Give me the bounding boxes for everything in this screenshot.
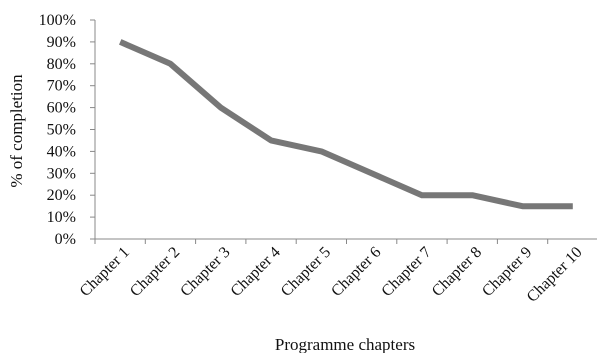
- x-tick-label: Chapter 3: [177, 244, 233, 300]
- y-tick-label: 70%: [47, 78, 76, 95]
- y-tick-label: 90%: [47, 34, 76, 51]
- y-tick-label: 30%: [47, 165, 76, 182]
- y-tick-label: 10%: [47, 209, 76, 226]
- y-axis: 0% 10% 20% 30% 40% 50% 60% 70% 80% 90% 100%: [39, 12, 95, 248]
- x-axis-title: Programme chapters: [275, 335, 415, 353]
- y-tick-label: 60%: [47, 100, 76, 117]
- series-line: [120, 42, 573, 206]
- x-tick-label: Chapter 1: [77, 244, 133, 300]
- x-tick-label: Chapter 7: [378, 244, 434, 300]
- y-tick-label: 40%: [47, 143, 76, 160]
- y-tick-label: 50%: [47, 122, 76, 139]
- y-tick-label: 100%: [39, 12, 76, 29]
- y-tick-label: 20%: [47, 187, 76, 204]
- x-tick-label: Chapter 6: [328, 244, 384, 300]
- y-tick-label: 0%: [55, 231, 76, 248]
- x-tick-label: Chapter 4: [228, 244, 284, 300]
- y-axis-title: % of completion: [7, 74, 26, 188]
- x-tick-label: Chapter 8: [429, 244, 485, 300]
- series-group: [120, 42, 573, 206]
- x-tick-label: Chapter 10: [524, 244, 586, 306]
- x-tick-label: Chapter 5: [278, 244, 334, 300]
- y-tick-label: 80%: [47, 56, 76, 73]
- x-tick-label: Chapter 2: [127, 244, 183, 300]
